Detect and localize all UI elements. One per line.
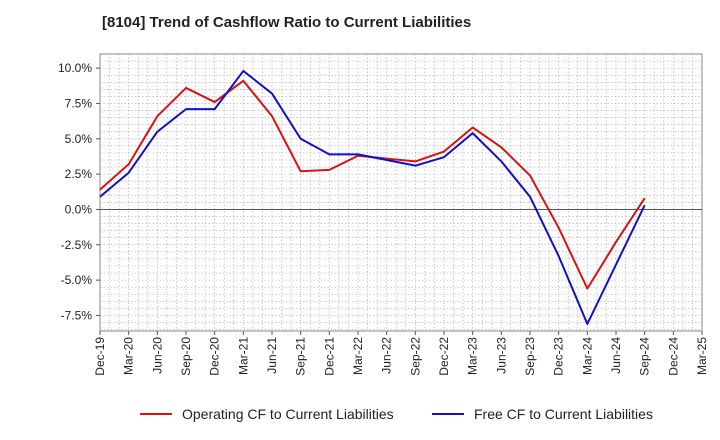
legend-label-operating-cf: Operating CF to Current Liabilities	[182, 406, 394, 422]
x-tick-label: Dec-19	[93, 337, 107, 376]
y-tick-label: 0.0%	[65, 202, 93, 216]
plot-area	[99, 53, 703, 332]
legend-item-operating-cf: Operating CF to Current Liabilities	[140, 404, 394, 424]
x-tick-label: Mar-23	[466, 337, 480, 375]
x-tick-label: Dec-23	[552, 337, 566, 376]
legend-swatch-operating-cf	[140, 413, 172, 415]
x-tick-label: Dec-22	[437, 337, 451, 376]
legend-swatch-free-cf	[432, 413, 464, 415]
y-tick-label: -2.5%	[61, 238, 93, 252]
x-tick-label: Mar-21	[236, 337, 250, 375]
y-tick-label: 10.0%	[58, 61, 92, 75]
x-tick-label: Mar-22	[351, 337, 365, 375]
chart-title: [8104] Trend of Cashflow Ratio to Curren…	[102, 14, 472, 31]
y-tick-label: -7.5%	[61, 308, 93, 322]
legend: Operating CF to Current Liabilities Free…	[0, 404, 720, 424]
x-tick-label: Sep-24	[638, 337, 652, 376]
x-tick-label: Mar-20	[122, 337, 136, 375]
x-tick-label: Sep-20	[179, 337, 193, 376]
x-tick-label: Dec-21	[322, 337, 336, 376]
legend-item-free-cf: Free CF to Current Liabilities	[432, 404, 653, 424]
x-tick-label: Mar-25	[695, 337, 709, 375]
y-tick-label: 5.0%	[65, 132, 93, 146]
x-tick-label: Mar-24	[580, 337, 594, 375]
y-tick-label: 7.5%	[65, 96, 93, 110]
x-tick-label: Jun-24	[609, 337, 623, 374]
x-tick-label: Jun-21	[265, 337, 279, 374]
legend-label-free-cf: Free CF to Current Liabilities	[474, 406, 653, 422]
x-tick-label: Sep-22	[408, 337, 422, 376]
y-tick-label: -5.0%	[61, 273, 93, 287]
x-tick-label: Dec-24	[666, 337, 680, 376]
y-tick-label: 2.5%	[65, 167, 93, 181]
x-tick-label: Jun-22	[380, 337, 394, 374]
x-tick-label: Dec-20	[208, 337, 222, 376]
x-tick-label: Jun-23	[494, 337, 508, 374]
series-line-free-cf	[99, 69, 646, 325]
x-tick-label: Sep-23	[523, 337, 537, 376]
x-tick-label: Jun-20	[150, 337, 164, 374]
x-tick-label: Sep-21	[294, 337, 308, 376]
